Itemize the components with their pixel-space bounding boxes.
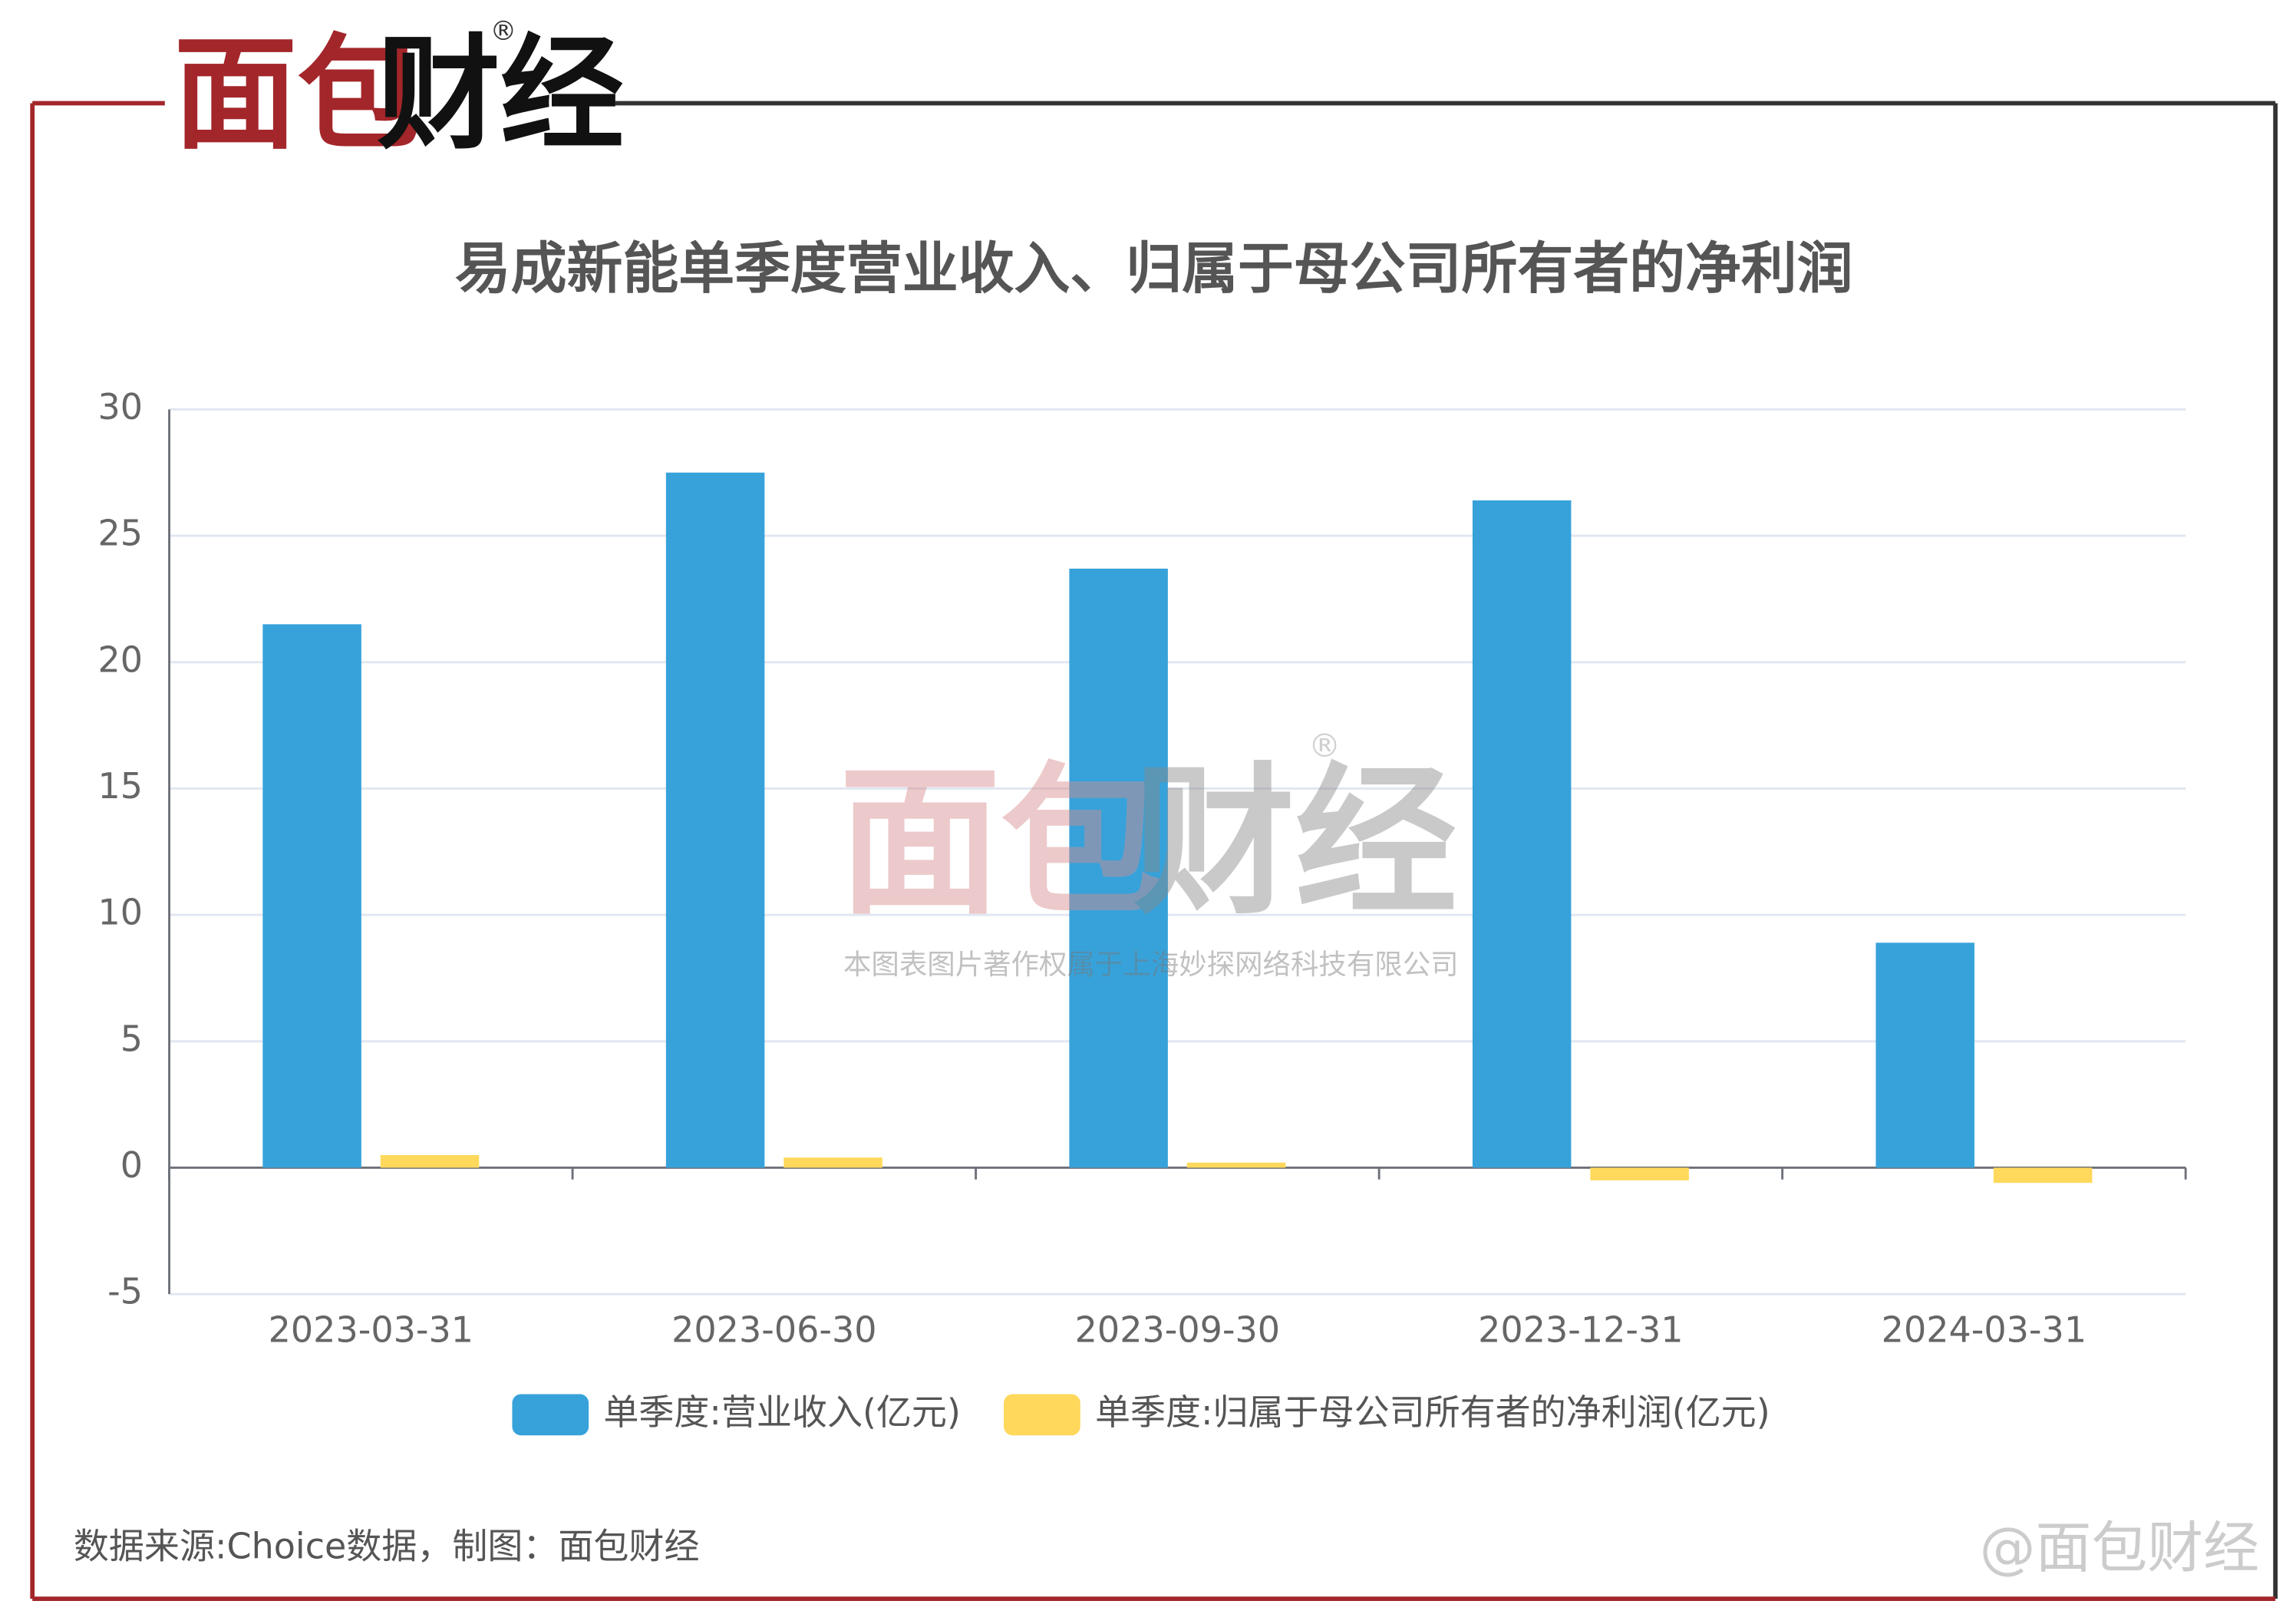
watermark-mark: ® bbox=[1308, 727, 1341, 764]
legend-swatch bbox=[1004, 1394, 1080, 1436]
plot: -5 0 5 10 15 20 25 30 2023-03-31 2023-06-30 2023-0… bbox=[97, 386, 2187, 1350]
y-tick-label: 10 bbox=[97, 892, 143, 933]
x-tick-label: 2023-03-31 bbox=[269, 1309, 473, 1350]
y-tick-label: 25 bbox=[97, 513, 143, 554]
y-tick-label: 20 bbox=[97, 639, 143, 680]
source-note: 数据来源:Choice数据，制图：面包财经 bbox=[74, 1525, 700, 1566]
logo-dark: 财经 bbox=[377, 21, 624, 166]
chart-title: 易成新能单季度营业收入、归属于母公司所有者的净利润 bbox=[455, 236, 1853, 302]
legend: 单季度:营业收入(亿元) 单季度:归属于母公司所有者的净利润(亿元) bbox=[512, 1391, 1770, 1436]
legend-label: 单季度:营业收入(亿元) bbox=[603, 1391, 961, 1433]
bar bbox=[1993, 1167, 2093, 1183]
bar bbox=[1186, 1162, 1286, 1168]
logo-red: 面包 bbox=[173, 21, 421, 166]
y-tick-label: 30 bbox=[97, 386, 143, 427]
y-tick-label: -5 bbox=[107, 1271, 143, 1312]
y-tick-label: 15 bbox=[97, 765, 143, 807]
bar bbox=[262, 624, 361, 1168]
y-tick-label: 0 bbox=[120, 1144, 143, 1186]
bar bbox=[1875, 942, 1974, 1168]
bar bbox=[1472, 500, 1572, 1168]
logo-mark: ® bbox=[490, 16, 517, 47]
bar bbox=[380, 1154, 480, 1168]
legend-label: 单季度:归属于母公司所有者的净利润(亿元) bbox=[1095, 1391, 1770, 1433]
watermark-logo-dark: 财经 bbox=[1133, 748, 1457, 936]
watermark: 面包 财经 ® 本图表图片著作权属于上海妙探网络科技有限公司 bbox=[839, 727, 1458, 981]
bar bbox=[1069, 568, 1168, 1168]
y-tick-label: 5 bbox=[120, 1018, 143, 1059]
x-tick-label: 2024-03-31 bbox=[1882, 1309, 2087, 1350]
bar bbox=[1590, 1167, 1689, 1180]
watermark-logo-red: 面包 bbox=[839, 748, 1163, 936]
legend-swatch bbox=[512, 1394, 589, 1436]
x-tick-label: 2023-12-31 bbox=[1478, 1309, 1683, 1350]
credit-watermark: @面包财经 bbox=[1980, 1516, 2259, 1581]
bar bbox=[783, 1157, 882, 1168]
watermark-text: 本图表图片著作权属于上海妙探网络科技有限公司 bbox=[843, 948, 1459, 981]
x-tick-label: 2023-09-30 bbox=[1075, 1309, 1280, 1350]
bar bbox=[665, 472, 765, 1168]
x-tick-label: 2023-06-30 bbox=[671, 1309, 876, 1350]
